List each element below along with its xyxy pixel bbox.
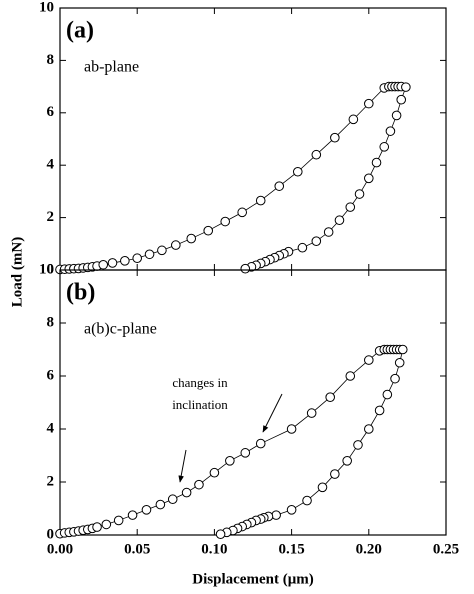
data-point — [237, 207, 247, 218]
data-point — [215, 529, 226, 540]
data-point — [292, 166, 303, 177]
data-point — [225, 456, 235, 466]
data-point — [379, 142, 390, 152]
data-point — [348, 114, 359, 125]
x-tick-label: 0.00 — [47, 541, 73, 557]
arrow — [262, 393, 283, 433]
y-tick-label: 8 — [47, 314, 55, 330]
x-tick-label: 0.25 — [433, 541, 459, 557]
y-tick-label: 4 — [47, 157, 55, 173]
data-point — [255, 438, 266, 449]
annotation: a(b)c-plane — [84, 321, 157, 338]
panel-label: (a) — [66, 18, 94, 44]
panel-label: (b) — [66, 280, 95, 306]
data-point — [167, 494, 178, 505]
data-point — [113, 515, 124, 526]
plot-frame — [59, 269, 447, 536]
data-point — [286, 424, 297, 434]
data-point — [171, 240, 181, 250]
data-point — [342, 456, 352, 466]
annotation-note: changes in — [172, 375, 228, 390]
data-point — [353, 440, 363, 450]
data-point — [157, 245, 167, 256]
data-point — [186, 233, 197, 244]
data-point — [155, 499, 166, 510]
y-tick-label: 10 — [39, 0, 54, 15]
data-point — [107, 258, 118, 268]
data-point — [92, 522, 102, 532]
plot-frame — [59, 7, 447, 271]
data-point — [98, 259, 109, 270]
y-tick-label: 10 — [39, 261, 54, 277]
data-point — [397, 344, 408, 355]
data-point — [141, 505, 152, 515]
data-point — [330, 132, 340, 143]
annotation: ab-plane — [84, 59, 139, 76]
data-point — [374, 405, 385, 416]
data-point — [354, 189, 365, 199]
data-point — [394, 357, 405, 368]
data-point — [120, 256, 130, 266]
data-point — [364, 424, 374, 434]
data-line — [59, 86, 407, 270]
data-point — [274, 181, 285, 191]
x-tick-label: 0.20 — [356, 541, 382, 557]
y-tick-label: 6 — [47, 367, 55, 383]
data-point — [345, 371, 356, 381]
data-point — [240, 448, 251, 458]
data-point — [325, 392, 336, 403]
data-point — [371, 157, 382, 168]
data-point — [382, 389, 393, 400]
data-point — [311, 236, 322, 246]
data-point — [271, 510, 281, 520]
data-point — [391, 110, 402, 121]
data-point — [181, 487, 192, 498]
x-tick-label: 0.05 — [124, 541, 150, 557]
data-point — [255, 195, 266, 206]
x-axis-label: Displacement (μm) — [192, 571, 313, 587]
y-tick-label: 2 — [47, 473, 55, 489]
arrow — [178, 449, 187, 483]
y-tick-label: 8 — [47, 52, 55, 68]
data-point — [101, 519, 112, 530]
data-point — [203, 225, 214, 236]
data-point — [345, 202, 356, 212]
data-point — [390, 373, 400, 384]
data-point — [127, 510, 138, 520]
data-point — [144, 249, 155, 260]
data-point — [311, 149, 322, 160]
data-point — [385, 126, 396, 136]
data-point — [286, 505, 297, 515]
annotation-note: inclination — [172, 397, 228, 412]
data-point — [323, 227, 334, 237]
data-point — [334, 215, 345, 226]
data-point — [364, 98, 374, 109]
data-point — [132, 253, 142, 264]
data-point — [364, 355, 374, 365]
data-point — [306, 408, 317, 418]
data-point — [220, 216, 231, 227]
data-point — [364, 173, 374, 184]
data-point — [317, 482, 328, 493]
x-tick-label: 0.10 — [201, 541, 227, 557]
data-point — [209, 467, 220, 478]
data-point — [330, 469, 340, 479]
y-tick-label: 0 — [47, 261, 55, 277]
y-axis-label: Load (mN) — [9, 237, 25, 307]
data-point — [297, 242, 308, 253]
data-point — [302, 495, 312, 506]
y-tick-label: 6 — [47, 104, 55, 120]
data-point — [240, 263, 251, 274]
data-point — [396, 94, 407, 105]
data-point — [194, 479, 204, 490]
data-point — [401, 82, 411, 92]
x-tick-label: 0.15 — [278, 541, 304, 557]
y-tick-label: 0 — [47, 526, 55, 542]
y-tick-label: 2 — [47, 209, 55, 225]
y-tick-label: 4 — [47, 420, 55, 436]
